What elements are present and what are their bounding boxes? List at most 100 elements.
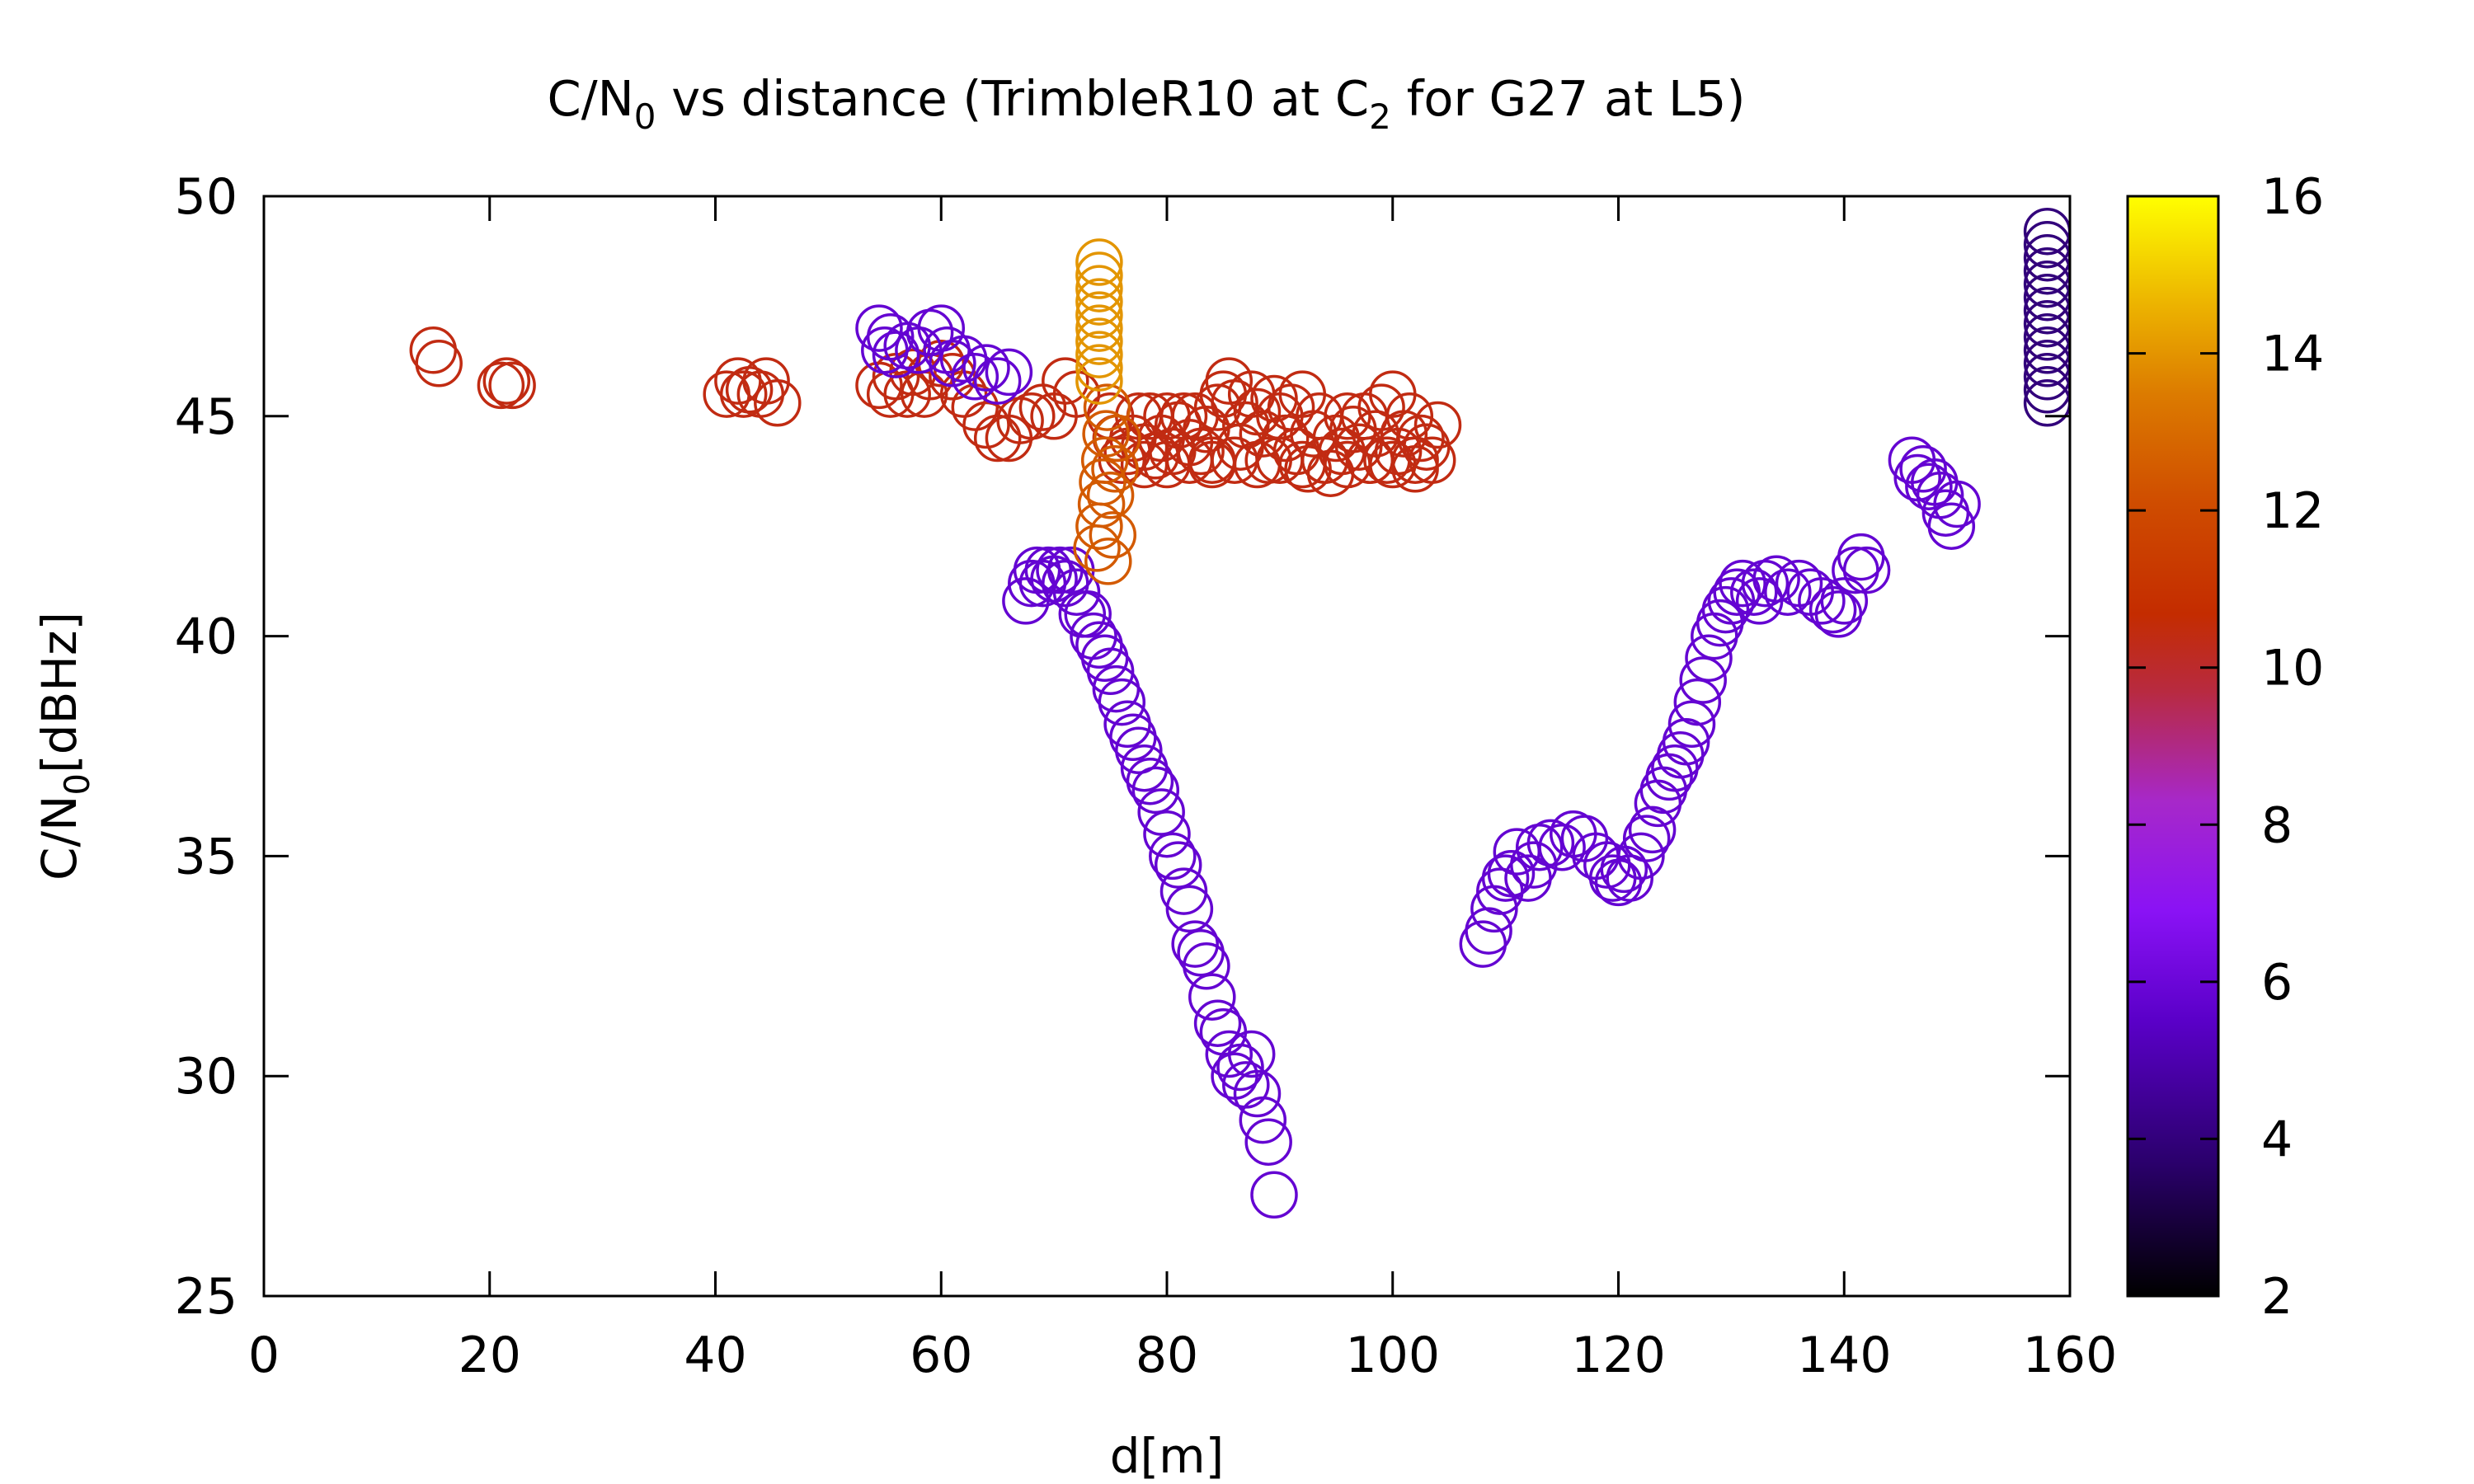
y-tick-label: 25 — [175, 1268, 238, 1326]
data-point — [985, 348, 1033, 397]
colorbar-tick-label: 4 — [2261, 1111, 2293, 1168]
data-point — [1808, 585, 1857, 634]
data-point — [1165, 885, 1214, 933]
data-point — [1369, 440, 1417, 489]
data-point — [1131, 766, 1180, 815]
data-point — [1075, 265, 1123, 312]
data-point — [2023, 299, 2070, 348]
data-point — [1091, 445, 1139, 493]
data-point — [1820, 577, 1869, 625]
data-point — [1205, 357, 1253, 405]
x-tick-label: 120 — [1571, 1327, 1666, 1384]
data-point — [1098, 678, 1146, 726]
data-point — [1094, 414, 1141, 463]
data-point — [1075, 238, 1123, 286]
data-point — [1261, 414, 1310, 463]
data-point — [917, 304, 966, 352]
data-point — [1227, 1030, 1276, 1078]
data-point — [1600, 845, 1649, 894]
data-point — [1177, 427, 1225, 476]
data-point — [1137, 788, 1185, 836]
y-tick-label: 50 — [175, 168, 238, 226]
plot-frame — [262, 195, 2072, 1298]
data-point — [2023, 353, 2070, 401]
x-tick-label: 100 — [1345, 1327, 1440, 1384]
data-point — [962, 344, 1010, 392]
data-point — [1075, 317, 1123, 365]
data-point — [1927, 502, 1976, 550]
data-point — [1079, 458, 1126, 506]
colorbar-tick-label: 2 — [2261, 1268, 2293, 1326]
data-point — [1622, 815, 1671, 862]
data-point — [2023, 313, 2070, 361]
data-point — [1239, 1096, 1287, 1144]
colorbar-tick-label: 6 — [2261, 954, 2293, 1012]
data-point — [2023, 207, 2070, 256]
colorbar — [2126, 195, 2220, 1298]
data-point — [488, 361, 536, 410]
data-points — [409, 207, 2070, 1219]
data-point — [1905, 463, 1953, 510]
data-point — [1171, 920, 1219, 968]
data-point — [1617, 832, 1665, 881]
data-point — [1143, 810, 1191, 858]
data-point — [1244, 1118, 1292, 1166]
data-point — [1391, 445, 1439, 493]
y-tick-label: 35 — [175, 828, 238, 885]
data-point — [1042, 357, 1089, 405]
data-point — [1538, 823, 1586, 871]
x-tick-label: 20 — [459, 1327, 521, 1384]
data-point — [1149, 832, 1197, 881]
data-point — [1250, 1171, 1298, 1219]
colorbar-tick-label: 14 — [2261, 326, 2324, 383]
data-point — [855, 304, 903, 352]
data-point — [2023, 286, 2070, 335]
data-point — [1842, 546, 1891, 594]
data-point — [1346, 436, 1395, 484]
x-axis-label: d[m] — [1110, 1428, 1225, 1484]
data-point — [1075, 304, 1123, 352]
data-point — [1115, 726, 1163, 775]
colorbar-tick-label: 16 — [2261, 168, 2324, 226]
data-point — [1606, 854, 1653, 902]
data-point — [2023, 273, 2070, 322]
data-point — [1679, 656, 1727, 704]
data-point — [1075, 331, 1123, 378]
data-point — [1193, 999, 1242, 1047]
data-point — [1933, 480, 1981, 528]
chart-title: C/N0 vs distance (TrimbleR10 at C2 for G… — [548, 70, 1746, 137]
data-point — [1719, 559, 1766, 608]
data-point — [477, 361, 525, 410]
x-tick-label: 60 — [910, 1327, 972, 1384]
data-point — [1154, 841, 1202, 889]
data-point — [1357, 383, 1405, 431]
data-point — [1752, 555, 1800, 603]
y-tick-label: 40 — [175, 608, 238, 666]
data-point — [1267, 383, 1315, 431]
data-point — [1899, 445, 1947, 493]
data-point — [1465, 907, 1512, 955]
colorbar-tick-label: 8 — [2261, 796, 2293, 854]
data-point — [973, 357, 1022, 405]
data-point — [1764, 568, 1812, 616]
data-point — [1089, 511, 1137, 559]
data-point — [1798, 577, 1846, 625]
data-point — [2023, 260, 2070, 308]
data-point — [1086, 647, 1135, 696]
data-point — [1397, 414, 1445, 463]
y-tick-label: 45 — [175, 388, 238, 446]
data-point — [2023, 247, 2070, 295]
data-point — [1701, 585, 1750, 634]
data-point — [754, 379, 802, 427]
data-point — [1233, 1069, 1282, 1118]
data-point — [1183, 942, 1230, 990]
data-point — [1064, 590, 1112, 638]
data-point — [1233, 387, 1282, 436]
data-point — [951, 353, 999, 401]
data-point — [742, 357, 790, 405]
data-point — [1126, 757, 1174, 805]
data-point — [1413, 401, 1462, 449]
data-point — [1481, 854, 1530, 902]
x-tick-label: 80 — [1136, 1327, 1198, 1384]
